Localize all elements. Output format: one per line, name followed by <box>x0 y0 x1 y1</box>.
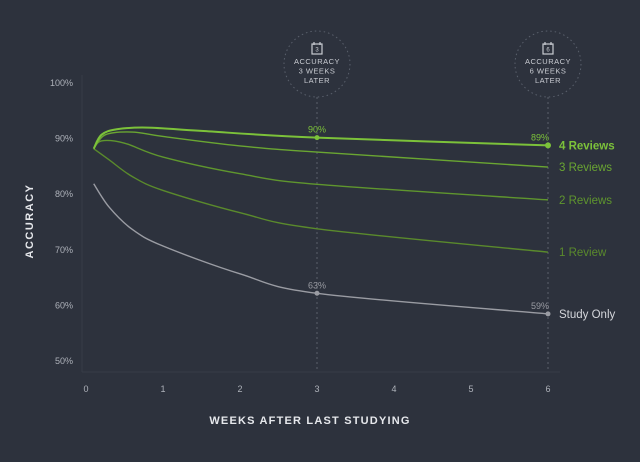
data-label: 63% <box>308 280 326 290</box>
x-axis-label: WEEKS AFTER LAST STUDYING <box>209 415 410 427</box>
annotation-label: LATER <box>304 76 330 85</box>
series-label-1-review: 1 Review <box>559 247 607 259</box>
series-line-study-only <box>93 183 549 315</box>
x-tick-label: 2 <box>237 384 242 394</box>
annotation-label: ACCURACY <box>294 57 340 66</box>
x-tick-label: 4 <box>391 384 396 394</box>
series-label-study-only: Study Only <box>559 309 615 321</box>
x-tick-label: 6 <box>545 384 550 394</box>
series-line-2-reviews <box>93 139 549 201</box>
annotation-circle <box>283 30 351 98</box>
x-tick-label: 1 <box>160 384 165 394</box>
annotation-label: 3 WEEKS <box>299 67 336 76</box>
series-line-1-review <box>93 148 549 253</box>
annotation-label: 6 WEEKS <box>530 67 567 76</box>
calendar-icon: 3 <box>311 42 323 55</box>
y-tick-label: 90% <box>55 134 73 144</box>
data-label: 89% <box>531 132 549 142</box>
data-label: 90% <box>308 125 326 135</box>
svg-text:6: 6 <box>546 48 550 54</box>
y-axis-label: ACCURACY <box>24 184 36 259</box>
y-tick-label: 100% <box>50 78 73 88</box>
annotation-label: ACCURACY <box>525 57 571 66</box>
annotation-label: LATER <box>535 76 561 85</box>
x-tick-label: 0 <box>83 384 88 394</box>
series-label-4-reviews: 4 Reviews <box>559 140 615 152</box>
calendar-icon: 6 <box>542 42 554 55</box>
y-tick-label: 70% <box>55 245 73 255</box>
series-label-3-reviews: 3 Reviews <box>559 162 612 174</box>
x-tick-label: 3 <box>314 384 319 394</box>
y-tick-label: 50% <box>55 356 73 366</box>
x-tick-label: 5 <box>468 384 473 394</box>
y-tick-label: 80% <box>55 189 73 199</box>
svg-text:3: 3 <box>315 48 319 54</box>
series-line-4-reviews <box>92 126 549 150</box>
data-label: 59% <box>531 301 549 311</box>
series-label-2-reviews: 2 Reviews <box>559 195 612 207</box>
data-point <box>545 142 551 149</box>
annotation-circle <box>514 30 582 98</box>
data-point <box>314 290 320 296</box>
data-point <box>314 135 320 141</box>
series-line-3-reviews <box>93 131 549 168</box>
data-point <box>545 311 551 317</box>
y-tick-label: 60% <box>55 300 73 310</box>
